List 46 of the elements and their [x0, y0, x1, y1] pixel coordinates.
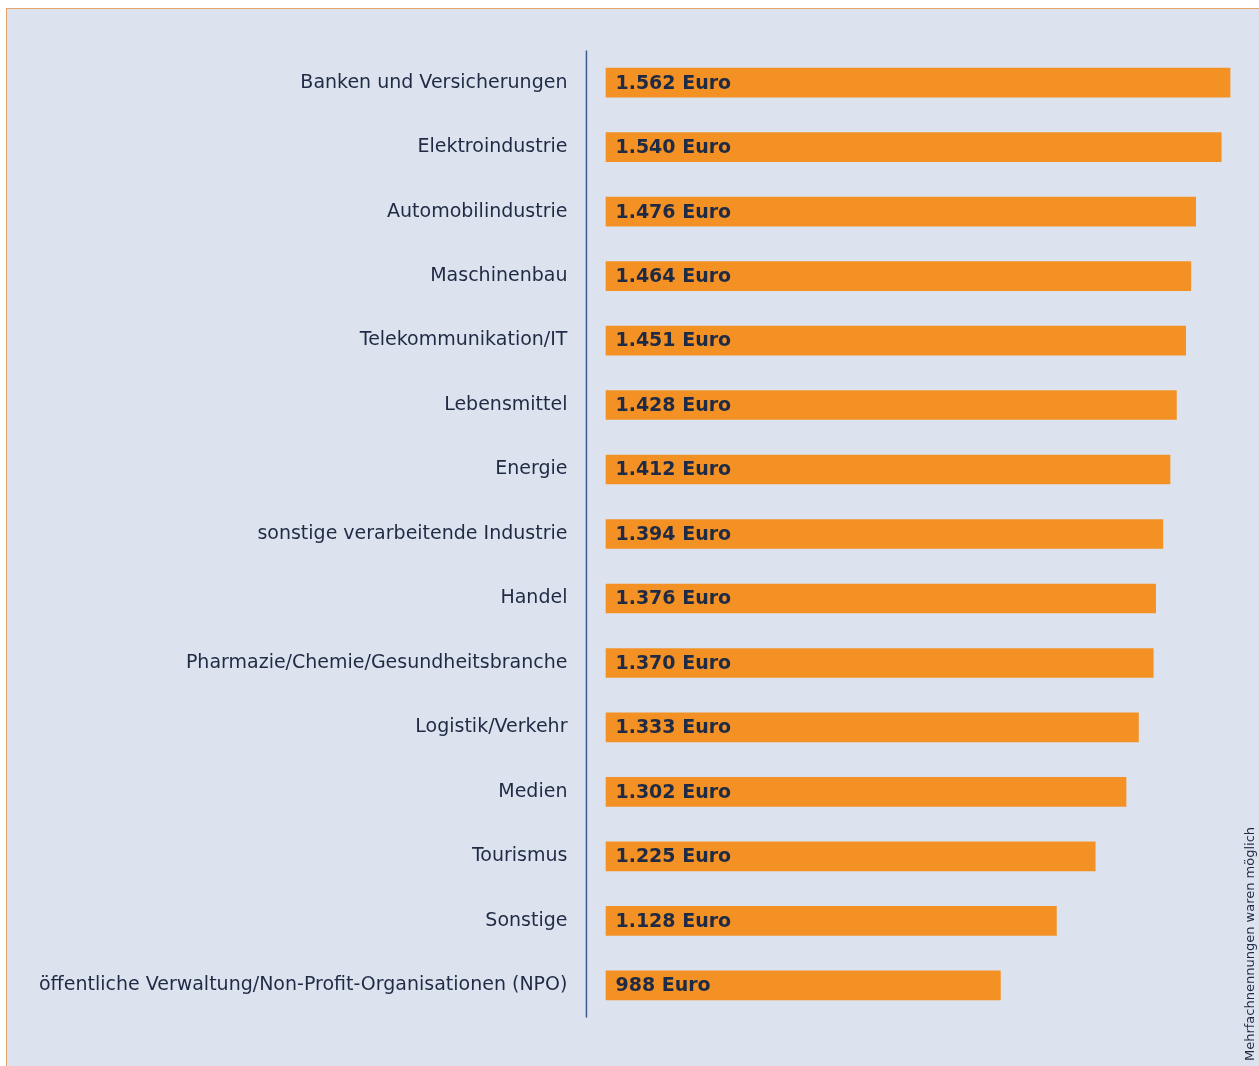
data-label: 1.540 Euro: [615, 135, 732, 158]
y-tick-label: Maschinenbau: [430, 263, 568, 286]
bar: [605, 519, 1164, 549]
data-label: 1.464 Euro: [615, 264, 732, 287]
bar: [605, 325, 1186, 356]
bar: [605, 583, 1156, 614]
y-tick-label: Automobilindustrie: [387, 198, 568, 221]
y-tick-label: Energie: [495, 456, 568, 479]
y-tick-label: Elektroindustrie: [417, 134, 568, 157]
data-label: 1.451 Euro: [615, 328, 732, 351]
bar: [605, 777, 1127, 807]
data-label: 1.412 Euro: [615, 457, 732, 480]
data-label: 1.333 Euro: [615, 715, 732, 738]
y-tick-label: öffentliche Verwaltung/Non-Profit-Organisationen (NPO): [38, 972, 568, 995]
y-tick-label: Tourismus: [470, 843, 568, 866]
y-tick-label: Banken und Versicherungen: [300, 69, 568, 92]
data-label: 1.428 Euro: [615, 392, 732, 415]
y-tick-label: Sonstige: [485, 907, 568, 930]
data-label: 1.394 Euro: [615, 521, 732, 544]
data-label: 1.376 Euro: [615, 586, 732, 609]
y-tick-label: Handel: [500, 585, 568, 608]
data-label: 1.302 Euro: [615, 779, 732, 802]
data-label: 988 Euro: [615, 973, 711, 996]
bar: [605, 906, 1057, 936]
y-tick-label: sonstige verarbeitende Industrie: [257, 520, 568, 543]
bar: [605, 712, 1139, 743]
data-label: 1.476 Euro: [615, 199, 732, 222]
bar: [605, 67, 1231, 98]
y-tick-label: Telekommunikation/IT: [358, 327, 568, 350]
data-label: 1.562 Euro: [615, 70, 732, 93]
text: Mehrfachnennungen waren möglich: [1242, 826, 1258, 1061]
y-tick-label: Lebensmittel: [444, 391, 568, 414]
bar: [605, 841, 1096, 872]
data-label: 1.225 Euro: [615, 844, 732, 867]
data-label: 1.370 Euro: [615, 650, 732, 673]
y-tick-label: Medien: [498, 778, 568, 801]
bar: [605, 390, 1177, 420]
y-tick-label: Logistik/Verkehr: [415, 714, 568, 737]
bar: [605, 132, 1222, 162]
bar: [605, 196, 1196, 227]
data-label: 1.128 Euro: [615, 908, 732, 931]
bar: [605, 454, 1171, 485]
bar: [605, 648, 1154, 678]
y-tick-label: Pharmazie/Chemie/Gesundheitsbranche: [185, 649, 568, 672]
bar: [605, 970, 1001, 1001]
bar: [605, 261, 1192, 291]
